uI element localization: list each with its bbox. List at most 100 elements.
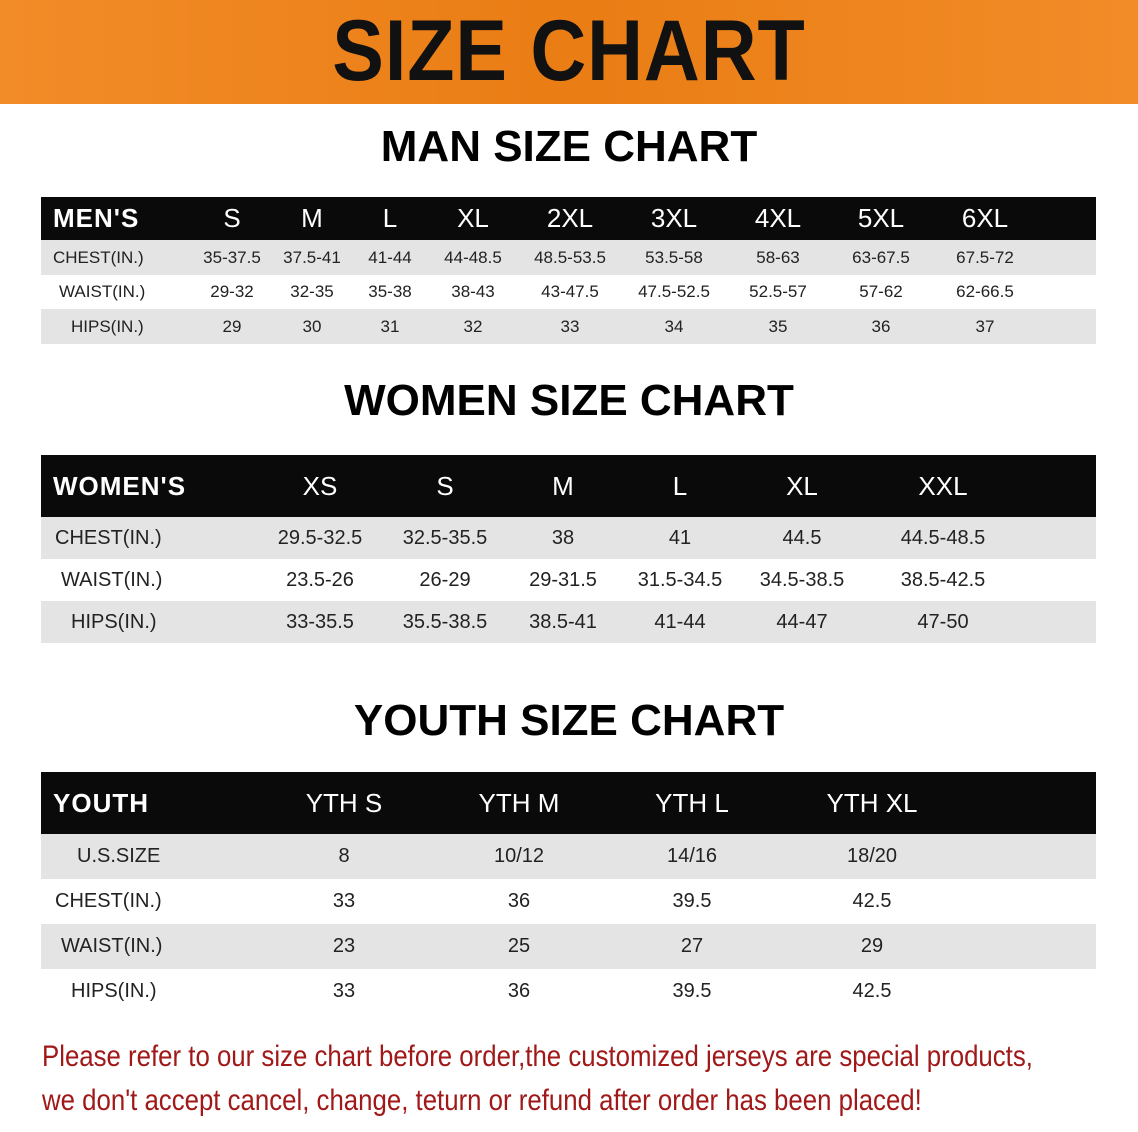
size-column-header: YTH L xyxy=(655,787,729,818)
measurement-value: 29 xyxy=(860,935,884,957)
measurement-value: 34.5-38.5 xyxy=(759,568,845,591)
measurement-value: 38-43 xyxy=(451,282,495,301)
size-column-header: M xyxy=(301,203,323,233)
measurement-label: CHEST(IN.) xyxy=(53,247,144,267)
measurement-value: 34 xyxy=(664,316,684,336)
measurement-value: 23 xyxy=(332,935,356,957)
measurement-label: HIPS(IN.) xyxy=(71,316,144,336)
measurement-value: 32-35 xyxy=(290,282,334,301)
notice-line-1: Please refer to our size chart before or… xyxy=(42,1040,1033,1073)
measurement-value: 36 xyxy=(507,980,531,1002)
measurement-value: 44.5 xyxy=(782,526,822,549)
measurement-value: 35 xyxy=(768,316,788,336)
measurement-value: 41 xyxy=(668,526,692,549)
size-column-header: 5XL xyxy=(857,203,905,233)
measurement-label: CHEST(IN.) xyxy=(55,890,162,912)
women-section-title: WOMEN SIZE CHART xyxy=(344,376,794,425)
men-row: HIPS(IN.) 29 30 31 32 33 34 35 36 37 xyxy=(41,309,1096,344)
men-row: CHEST(IN.) 35-37.5 37.5-41 41-44 44-48.5 48.5… xyxy=(41,240,1096,275)
measurement-value: 48.5-53.5 xyxy=(534,247,606,267)
measurement-value: 26-29 xyxy=(419,568,471,591)
measurement-value: 29 xyxy=(222,316,242,336)
size-column-header: 4XL xyxy=(754,203,802,233)
size-column-header: 2XL xyxy=(546,203,594,233)
measurement-label: CHEST(IN.) xyxy=(55,526,162,549)
measurement-value: 27 xyxy=(680,935,704,957)
measurement-value: 32 xyxy=(463,316,483,336)
measurement-value: 58-63 xyxy=(756,247,800,267)
measurement-value: 38.5-42.5 xyxy=(900,568,986,591)
youth-header-row: YOUTH YTH S YTH M YTH L YTH XL xyxy=(41,772,1096,834)
measurement-value: 42.5 xyxy=(852,890,892,912)
measurement-value: 33 xyxy=(332,980,356,1002)
measurement-label: WAIST(IN.) xyxy=(59,282,146,301)
measurement-value: 35-37.5 xyxy=(203,247,261,267)
table-header-label: WOMEN'S xyxy=(53,470,187,501)
measurement-value: 44-48.5 xyxy=(444,247,502,267)
size-column-header: XL xyxy=(786,470,818,501)
measurement-value: 14/16 xyxy=(666,845,718,867)
size-column-header: 3XL xyxy=(650,203,698,233)
size-column-header: YTH S xyxy=(305,787,383,818)
measurement-value: 42.5 xyxy=(852,980,892,1002)
measurement-label: U.S.SIZE xyxy=(77,845,161,867)
table-header-label: MEN'S xyxy=(53,203,140,233)
size-column-header: YTH XL xyxy=(826,787,918,818)
table-header-label: YOUTH xyxy=(53,787,149,818)
women-row: WAIST(IN.) 23.5-26 26-29 29-31.5 31.5-34.5 34… xyxy=(41,559,1096,601)
men-header-row: MEN'S S M L XL 2XL 3XL 4XL 5XL 6XL xyxy=(41,197,1096,240)
banner-title: SIZE CHART xyxy=(332,3,806,99)
measurement-value: 43-47.5 xyxy=(541,282,599,301)
measurement-value: 32.5-35.5 xyxy=(402,526,488,549)
measurement-value: 25 xyxy=(507,935,531,957)
measurement-value: 35-38 xyxy=(368,282,412,301)
measurement-value: 23.5-26 xyxy=(286,568,354,591)
women-row: HIPS(IN.) 33-35.5 35.5-38.5 38.5-41 41-44 44-… xyxy=(41,601,1096,643)
women-row: CHEST(IN.) 29.5-32.5 32.5-35.5 38 41 44.5 44.5… xyxy=(41,517,1096,559)
banner: SIZE CHART xyxy=(0,0,1138,104)
youth-row: CHEST(IN.) 33 36 39.5 42.5 xyxy=(41,879,1096,924)
measurement-value: 39.5 xyxy=(672,890,712,912)
measurement-value: 37.5-41 xyxy=(283,247,341,267)
measurement-value: 38.5-41 xyxy=(529,610,597,633)
measurement-value: 38 xyxy=(551,526,575,549)
youth-section-title: YOUTH SIZE CHART xyxy=(353,696,785,745)
measurement-value: 33 xyxy=(560,316,580,336)
measurement-label: WAIST(IN.) xyxy=(61,935,163,957)
size-column-header: XS xyxy=(302,470,338,501)
measurement-value: 31 xyxy=(380,316,400,336)
measurement-value: 47-50 xyxy=(917,610,969,633)
men-row: WAIST(IN.) 29-32 32-35 35-38 38-43 43-47.5 47.… xyxy=(41,275,1096,309)
measurement-value: 44-47 xyxy=(776,610,828,633)
measurement-value: 53.5-58 xyxy=(645,247,703,267)
youth-row: WAIST(IN.) 23 25 27 29 xyxy=(41,924,1096,969)
size-column-header: M xyxy=(552,470,574,501)
measurement-value: 57-62 xyxy=(859,282,903,301)
women-header-row: WOMEN'S XS S M L XL XXL xyxy=(41,455,1096,517)
measurement-value: 36 xyxy=(507,890,531,912)
size-column-header: S xyxy=(223,203,241,233)
size-column-header: XXL xyxy=(918,470,968,501)
size-column-header: YTH M xyxy=(478,787,560,818)
notice-line-2: we don't accept cancel, change, teturn o… xyxy=(42,1084,922,1117)
measurement-value: 35.5-38.5 xyxy=(402,610,488,633)
measurement-label: HIPS(IN.) xyxy=(71,980,157,1002)
measurement-value: 31.5-34.5 xyxy=(637,568,723,591)
measurement-value: 52.5-57 xyxy=(749,282,807,301)
youth-row: U.S.SIZE 8 10/12 14/16 18/20 xyxy=(41,834,1096,879)
measurement-value: 47.5-52.5 xyxy=(638,282,710,301)
measurement-value: 29.5-32.5 xyxy=(277,526,363,549)
measurement-value: 29-31.5 xyxy=(529,568,597,591)
size-column-header: 6XL xyxy=(961,203,1009,233)
measurement-value: 37 xyxy=(975,316,995,336)
measurement-value: 62-66.5 xyxy=(956,282,1014,301)
men-section-title: MAN SIZE CHART xyxy=(380,122,758,171)
measurement-value: 41-44 xyxy=(368,247,412,267)
size-column-header: L xyxy=(382,203,398,233)
measurement-value: 29-32 xyxy=(210,282,254,301)
measurement-value: 30 xyxy=(302,316,322,336)
measurement-value: 44.5-48.5 xyxy=(900,526,986,549)
youth-row: HIPS(IN.) 33 36 39.5 42.5 xyxy=(41,969,1096,1014)
measurement-value: 33-35.5 xyxy=(286,610,354,633)
measurement-value: 8 xyxy=(338,845,350,867)
